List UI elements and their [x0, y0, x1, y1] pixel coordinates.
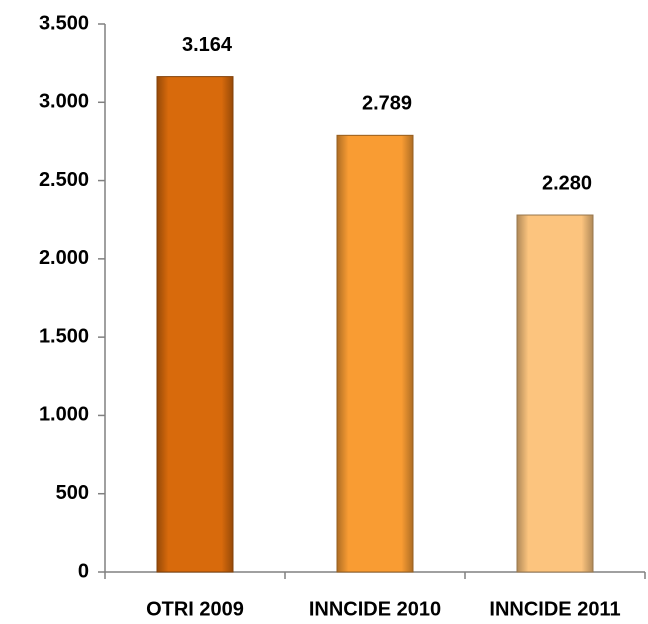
y-tick-label: 3.000 [39, 91, 89, 113]
y-tick-label: 2.000 [39, 247, 89, 269]
x-tick-label: INNCIDE 2010 [309, 598, 441, 620]
y-tick-label: 2.500 [39, 169, 89, 191]
bar [336, 134, 414, 573]
bar [516, 214, 594, 573]
y-tick-label: 3.500 [39, 12, 89, 34]
y-tick-label: 500 [56, 482, 89, 504]
x-tick-label: INNCIDE 2011 [489, 598, 620, 620]
x-tick-label: OTRI 2009 [146, 598, 244, 620]
value-label: 3.164 [182, 34, 233, 56]
bar [156, 76, 234, 573]
y-tick-label: 0 [78, 560, 89, 582]
y-tick-label: 1.500 [39, 325, 89, 347]
y-tick-label: 1.000 [39, 404, 89, 426]
value-label: 2.280 [542, 172, 592, 194]
value-label: 2.789 [362, 93, 412, 115]
